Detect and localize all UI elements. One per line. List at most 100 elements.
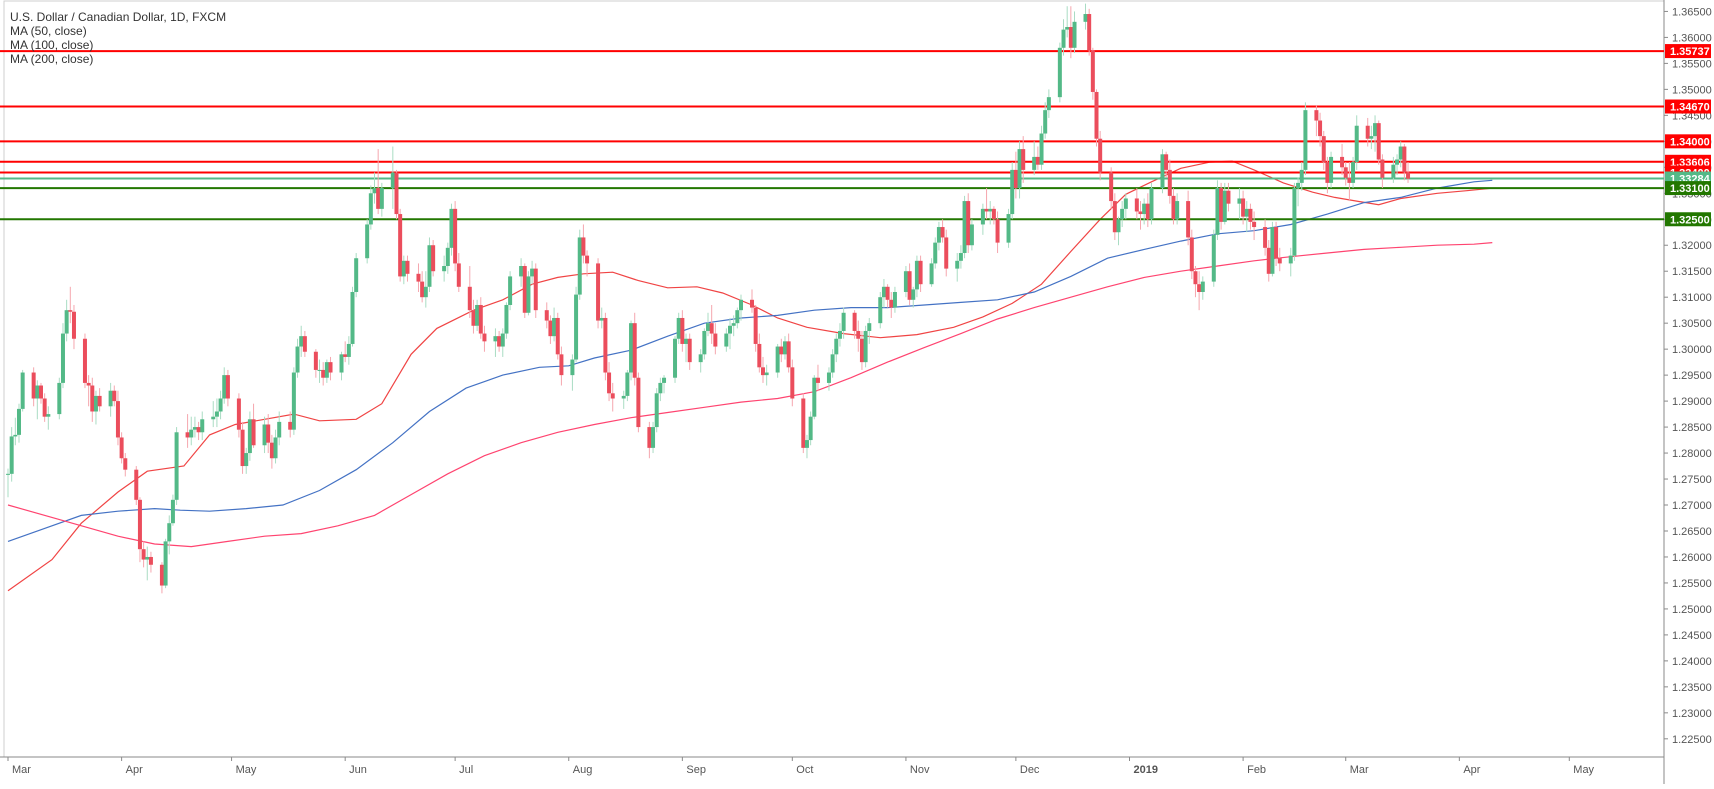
candle-body <box>291 372 296 430</box>
candle-body <box>365 224 370 259</box>
candle-body <box>86 382 91 386</box>
chart-legend: U.S. Dollar / Canadian Dollar, 1D, FXCM … <box>10 10 226 66</box>
candle-body <box>1010 169 1015 215</box>
candle-up <box>724 328 729 352</box>
candle-body <box>211 416 216 420</box>
candle-body <box>837 330 842 339</box>
candle-down <box>889 291 894 318</box>
candle-up <box>442 255 447 282</box>
candle-body <box>442 266 447 272</box>
candle-down <box>225 369 230 407</box>
candle-body <box>313 351 318 370</box>
candle-body <box>1398 146 1403 160</box>
candle-up <box>1354 115 1359 170</box>
candle-body <box>240 429 245 467</box>
candle-body <box>735 310 740 324</box>
candle-body <box>724 333 729 347</box>
y-tick-label: 1.27000 <box>1672 500 1712 512</box>
candle-down <box>1380 154 1385 189</box>
candle-up <box>1149 182 1154 225</box>
candle-down <box>148 551 153 573</box>
candle-body <box>1329 156 1334 183</box>
candle-body <box>302 336 307 352</box>
candle-body <box>1380 159 1385 178</box>
candle-body <box>119 437 124 459</box>
candle-body <box>13 434 18 437</box>
candle-body <box>522 266 527 313</box>
candle-up <box>372 172 377 204</box>
candle-up <box>1299 162 1304 191</box>
candle-body <box>1354 125 1359 163</box>
candle-down <box>544 302 549 329</box>
candle-body <box>1090 50 1095 92</box>
y-tick-label: 1.29500 <box>1672 370 1712 382</box>
candle-down <box>137 497 142 563</box>
candle-body <box>878 297 883 324</box>
candle-up <box>988 201 993 225</box>
candle-down <box>786 333 791 373</box>
candle-down <box>1263 219 1268 256</box>
candle-body <box>625 372 630 396</box>
candle-body <box>482 333 487 342</box>
candle-down <box>453 201 458 272</box>
y-tick-label: 1.36000 <box>1672 32 1712 44</box>
candle-body <box>398 214 403 277</box>
candle-body <box>958 253 963 261</box>
candle-up <box>262 416 267 454</box>
candle-up <box>6 468 10 498</box>
candle-up <box>1288 247 1293 277</box>
candle-down <box>1241 190 1246 225</box>
candle-body <box>1032 156 1037 170</box>
candle-body <box>1340 156 1345 168</box>
candle-body <box>749 299 754 308</box>
candle-down <box>1266 240 1271 282</box>
candle-body <box>189 429 194 438</box>
candle-body <box>266 424 271 443</box>
y-tick-label: 1.23000 <box>1672 708 1712 720</box>
candle-body <box>526 276 531 313</box>
level-label-bg <box>1665 212 1711 227</box>
candle-up <box>662 375 667 394</box>
candle-down <box>856 320 861 352</box>
candle-down <box>713 323 718 355</box>
candle-up <box>702 328 707 360</box>
candle-up <box>676 312 681 344</box>
candle-up <box>1244 201 1249 233</box>
candle-down <box>859 330 864 370</box>
candlesticks <box>6 3 1411 594</box>
candle-up <box>145 546 150 581</box>
candle-body <box>137 499 142 550</box>
candle-body <box>944 237 949 269</box>
y-tick-label: 1.25500 <box>1672 578 1712 590</box>
candle-body <box>757 343 762 368</box>
candle-body <box>60 333 65 383</box>
candle-body <box>881 286 886 298</box>
candle-body <box>9 436 14 474</box>
candle-down <box>1226 182 1231 212</box>
candle-body <box>1402 146 1407 173</box>
candle-body <box>350 291 355 344</box>
candle-up <box>1215 180 1220 241</box>
chart-frame <box>0 0 1665 784</box>
candle-body <box>1171 195 1176 220</box>
candle-body <box>1347 177 1352 183</box>
candle-body <box>167 523 172 542</box>
candle-down <box>1197 271 1202 311</box>
candle-down <box>753 304 758 352</box>
candle-body <box>1369 136 1374 139</box>
candle-down <box>159 562 164 594</box>
x-tick-label: Mar <box>1350 764 1369 776</box>
candle-body <box>790 367 795 399</box>
candle-body <box>760 367 765 376</box>
y-tick-label: 1.35000 <box>1672 84 1712 96</box>
candle-up <box>739 294 743 321</box>
candle-down <box>1164 151 1169 178</box>
y-tick-label: 1.30000 <box>1672 344 1712 356</box>
candle-down <box>760 356 765 383</box>
legend-ma50: MA (50, close) <box>10 24 87 38</box>
level-label: 1.35737 <box>1670 46 1710 58</box>
candle-down <box>1021 136 1026 183</box>
candle-body <box>90 385 95 412</box>
candle-body <box>859 338 864 363</box>
